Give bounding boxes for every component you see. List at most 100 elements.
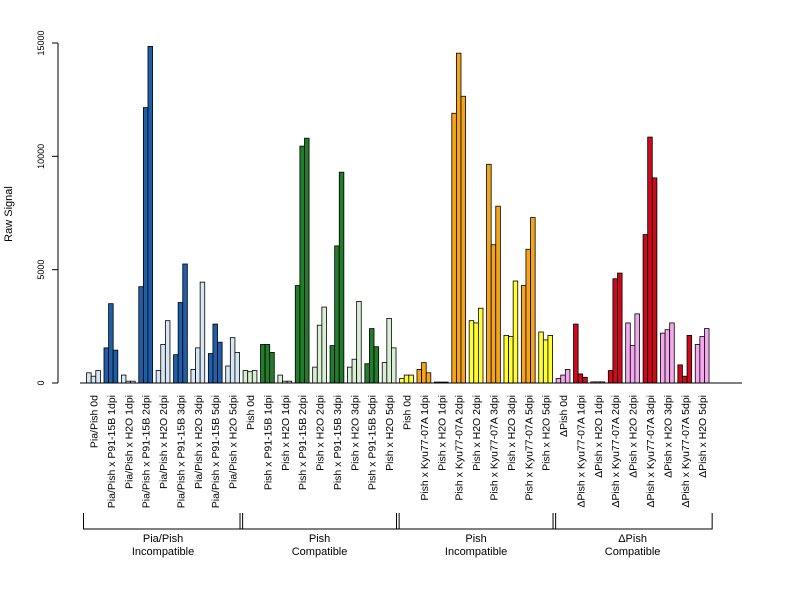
bar — [399, 378, 405, 384]
bar — [164, 320, 171, 384]
x-tick-label: Pish 0d — [402, 395, 414, 430]
bar — [525, 248, 531, 384]
group-sublabel: Incompatible — [132, 546, 194, 558]
bar — [234, 351, 240, 384]
bar — [508, 336, 514, 384]
bar — [347, 366, 353, 384]
bar — [160, 344, 166, 384]
x-tick-label: Pia/Pish x P91-15B 1dpi — [106, 395, 118, 508]
bar — [269, 351, 275, 384]
bar — [694, 344, 701, 384]
x-tick-label: ΔPish x Kyu77-07A 2dpi — [610, 395, 622, 508]
group-sublabel: Compatible — [292, 546, 348, 558]
bar — [503, 334, 509, 384]
bar — [530, 217, 536, 384]
bar — [312, 366, 318, 384]
bar — [634, 313, 640, 384]
bar — [369, 328, 375, 384]
bar — [217, 341, 223, 384]
bar — [704, 328, 710, 384]
bar — [677, 364, 683, 384]
bracket-line — [83, 513, 244, 530]
bar — [182, 263, 188, 384]
bracket-line — [396, 513, 557, 530]
bar — [547, 334, 553, 384]
bar — [451, 112, 457, 384]
x-tick-label: ΔPish x Kyu77-07A 3dpi — [645, 395, 657, 508]
x-tick-label: Pia/Pish x H2O 3dpi — [193, 395, 205, 489]
bar — [247, 371, 253, 384]
bar — [686, 334, 693, 384]
bar — [669, 322, 675, 384]
bar — [212, 323, 218, 384]
bar — [486, 163, 492, 384]
x-tick-label: Pish x P91-15B 1dpi — [262, 395, 274, 490]
bar — [95, 370, 101, 384]
group-label: Pia/Pish — [143, 533, 183, 545]
y-tick-label: 5000 — [36, 260, 46, 280]
x-tick-label: Pish x P91-15B 2dpi — [297, 395, 309, 490]
bar — [112, 349, 119, 384]
x-tick-label: Pish x H2O 3dpi — [506, 395, 518, 471]
bar — [582, 376, 588, 384]
bar — [625, 322, 631, 384]
bar — [699, 336, 705, 384]
bar — [573, 323, 579, 384]
bar — [177, 302, 184, 384]
bar — [468, 320, 475, 384]
bar — [416, 368, 423, 384]
x-tick-label: Pish x Kyu77-07A 5dpi — [523, 395, 535, 501]
bars — [86, 46, 710, 384]
bracket-line — [552, 513, 713, 530]
group-label: ΔPish — [618, 533, 647, 545]
group-label: Pish — [309, 533, 330, 545]
group-brackets: Pia/PishIncompatiblePishCompatiblePishIn… — [83, 513, 713, 558]
x-tick-label: Pish x H2O 2dpi — [471, 395, 483, 471]
bar — [682, 375, 688, 384]
bar — [647, 136, 653, 384]
bar — [455, 52, 462, 384]
x-tick-label: Pish x P91-15B 5dpi — [367, 395, 379, 490]
bar — [629, 345, 636, 384]
bar — [195, 347, 201, 384]
bar — [260, 344, 266, 384]
bar — [173, 354, 179, 384]
bar — [199, 281, 206, 384]
x-tick-label: Pia/Pish x P91-15B 3dpi — [175, 395, 187, 508]
x-tick-label: Pish 0d — [245, 395, 257, 430]
y-axis: 0 5000 10000 15000 — [36, 30, 59, 386]
group-label: Pish — [465, 533, 486, 545]
bar — [495, 205, 501, 384]
bar — [329, 345, 336, 384]
y-tick-label: 0 — [36, 380, 46, 385]
bar — [356, 300, 362, 384]
bar — [155, 370, 162, 384]
group-sublabel: Compatible — [605, 546, 661, 558]
x-tick-label: Pish x H2O 1dpi — [280, 395, 292, 471]
x-tick-label: Pish x H2O 3dpi — [349, 395, 361, 471]
bar — [251, 370, 258, 384]
bar — [225, 365, 231, 384]
bar — [490, 244, 497, 384]
x-tick-label: ΔPish x H2O 5dpi — [697, 395, 709, 478]
x-tick-label: Pish x H2O 1dpi — [436, 395, 448, 471]
bar — [142, 107, 149, 384]
bar — [386, 317, 392, 384]
bar — [538, 331, 544, 384]
bar — [190, 368, 196, 384]
bar — [642, 234, 649, 384]
bar — [86, 372, 92, 384]
y-tick-label: 15000 — [36, 30, 46, 55]
bar — [542, 339, 549, 384]
bar — [299, 145, 305, 384]
bar — [564, 368, 571, 384]
x-tick-label: ΔPish x H2O 3dpi — [662, 395, 674, 478]
bar — [229, 337, 236, 384]
x-tick-label: Pish x H2O 2dpi — [315, 395, 327, 471]
bar — [147, 46, 153, 384]
x-tick-label: ΔPish x Kyu77-07A 1dpi — [575, 395, 587, 508]
bar — [617, 272, 623, 384]
